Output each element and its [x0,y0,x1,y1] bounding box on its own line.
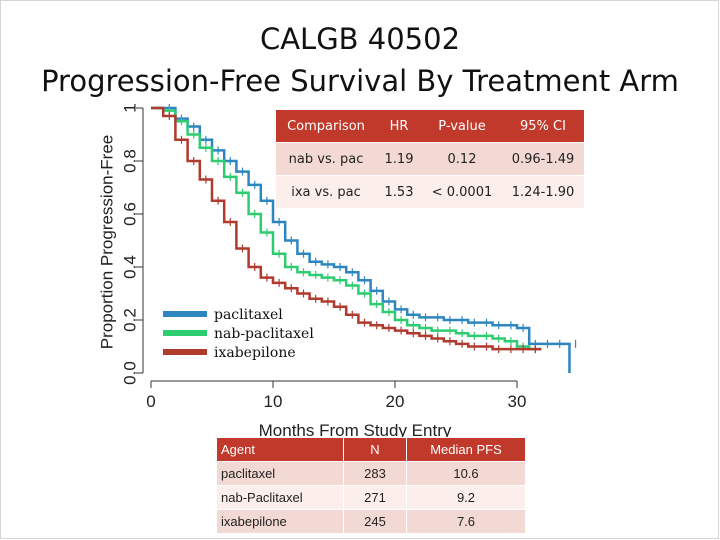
hr-cell: 0.96-1.49 [502,142,584,176]
median-pfs-table: Agent N Median PFS paclitaxel 283 10.6 n… [216,437,526,534]
pfs-header-agent: Agent [216,437,344,462]
pfs-table-header: Agent N Median PFS [216,437,526,462]
pfs-cell: 245 [343,509,407,534]
y-tick-label: 0.0 [120,361,139,385]
pfs-cell: 271 [343,485,407,510]
slide-title-line1: CALGB 40502 [259,22,461,56]
legend-label: nab-paclitaxel [214,326,314,342]
pfs-cell: paclitaxel [216,461,344,486]
pfs-header-median: Median PFS [406,437,526,462]
x-axis-label: Months From Study Entry [259,421,452,440]
series-line-paclitaxel [151,106,571,373]
table-row: ixabepilone 245 7.6 [216,509,526,534]
legend-label: ixabepilone [214,345,296,361]
table-row: ixa vs. pac 1.53 < 0.0001 1.24-1.90 [276,175,584,209]
y-tick-label: 0.6 [120,202,139,226]
hr-cell: nab vs. pac [276,142,376,176]
series-line-ixabepilone [151,106,542,351]
hr-header-ci: 95% CI [502,110,584,143]
table-row: nab-Paclitaxel 271 9.2 [216,485,526,510]
pfs-cell: 9.2 [406,485,526,510]
hr-cell: 1.24-1.90 [502,175,584,209]
pfs-cell: 7.6 [406,509,526,534]
x-tick-label: 20 [386,392,405,411]
pfs-cell: 283 [343,461,407,486]
table-row: paclitaxel 283 10.6 [216,461,526,486]
table-row: nab vs. pac 1.19 0.12 0.96-1.49 [276,142,584,176]
x-tick-label: 0 [146,392,155,411]
hr-table-header: Comparison HR P-value 95% CI [276,110,584,143]
hr-header-pvalue: P-value [422,110,502,143]
hr-cell: 0.12 [422,142,502,176]
x-tick-label: 10 [264,392,283,411]
legend-label: paclitaxel [214,307,283,323]
y-tick-label: 0.8 [120,149,139,173]
y-tick-label: 1 [120,103,139,112]
hr-header-comparison: Comparison [276,110,376,143]
hazard-ratio-table: Comparison HR P-value 95% CI nab vs. pac… [276,110,584,209]
x-tick-label: 30 [508,392,527,411]
y-tick-label: 0.4 [120,255,139,279]
pfs-cell: ixabepilone [216,509,344,534]
hr-cell: 1.19 [376,142,422,176]
y-tick-label: 0.2 [120,308,139,332]
hr-cell: ixa vs. pac [276,175,376,209]
pfs-cell: nab-Paclitaxel [216,485,344,510]
hr-header-hr: HR [376,110,422,143]
pfs-cell: 10.6 [406,461,526,486]
hr-cell: 1.53 [376,175,422,209]
y-axis-label: Proportion Progression-Free [97,135,116,349]
hr-cell: < 0.0001 [422,175,502,209]
slide-title-line2: Progression-Free Survival By Treatment A… [41,64,679,98]
pfs-header-n: N [343,437,407,462]
